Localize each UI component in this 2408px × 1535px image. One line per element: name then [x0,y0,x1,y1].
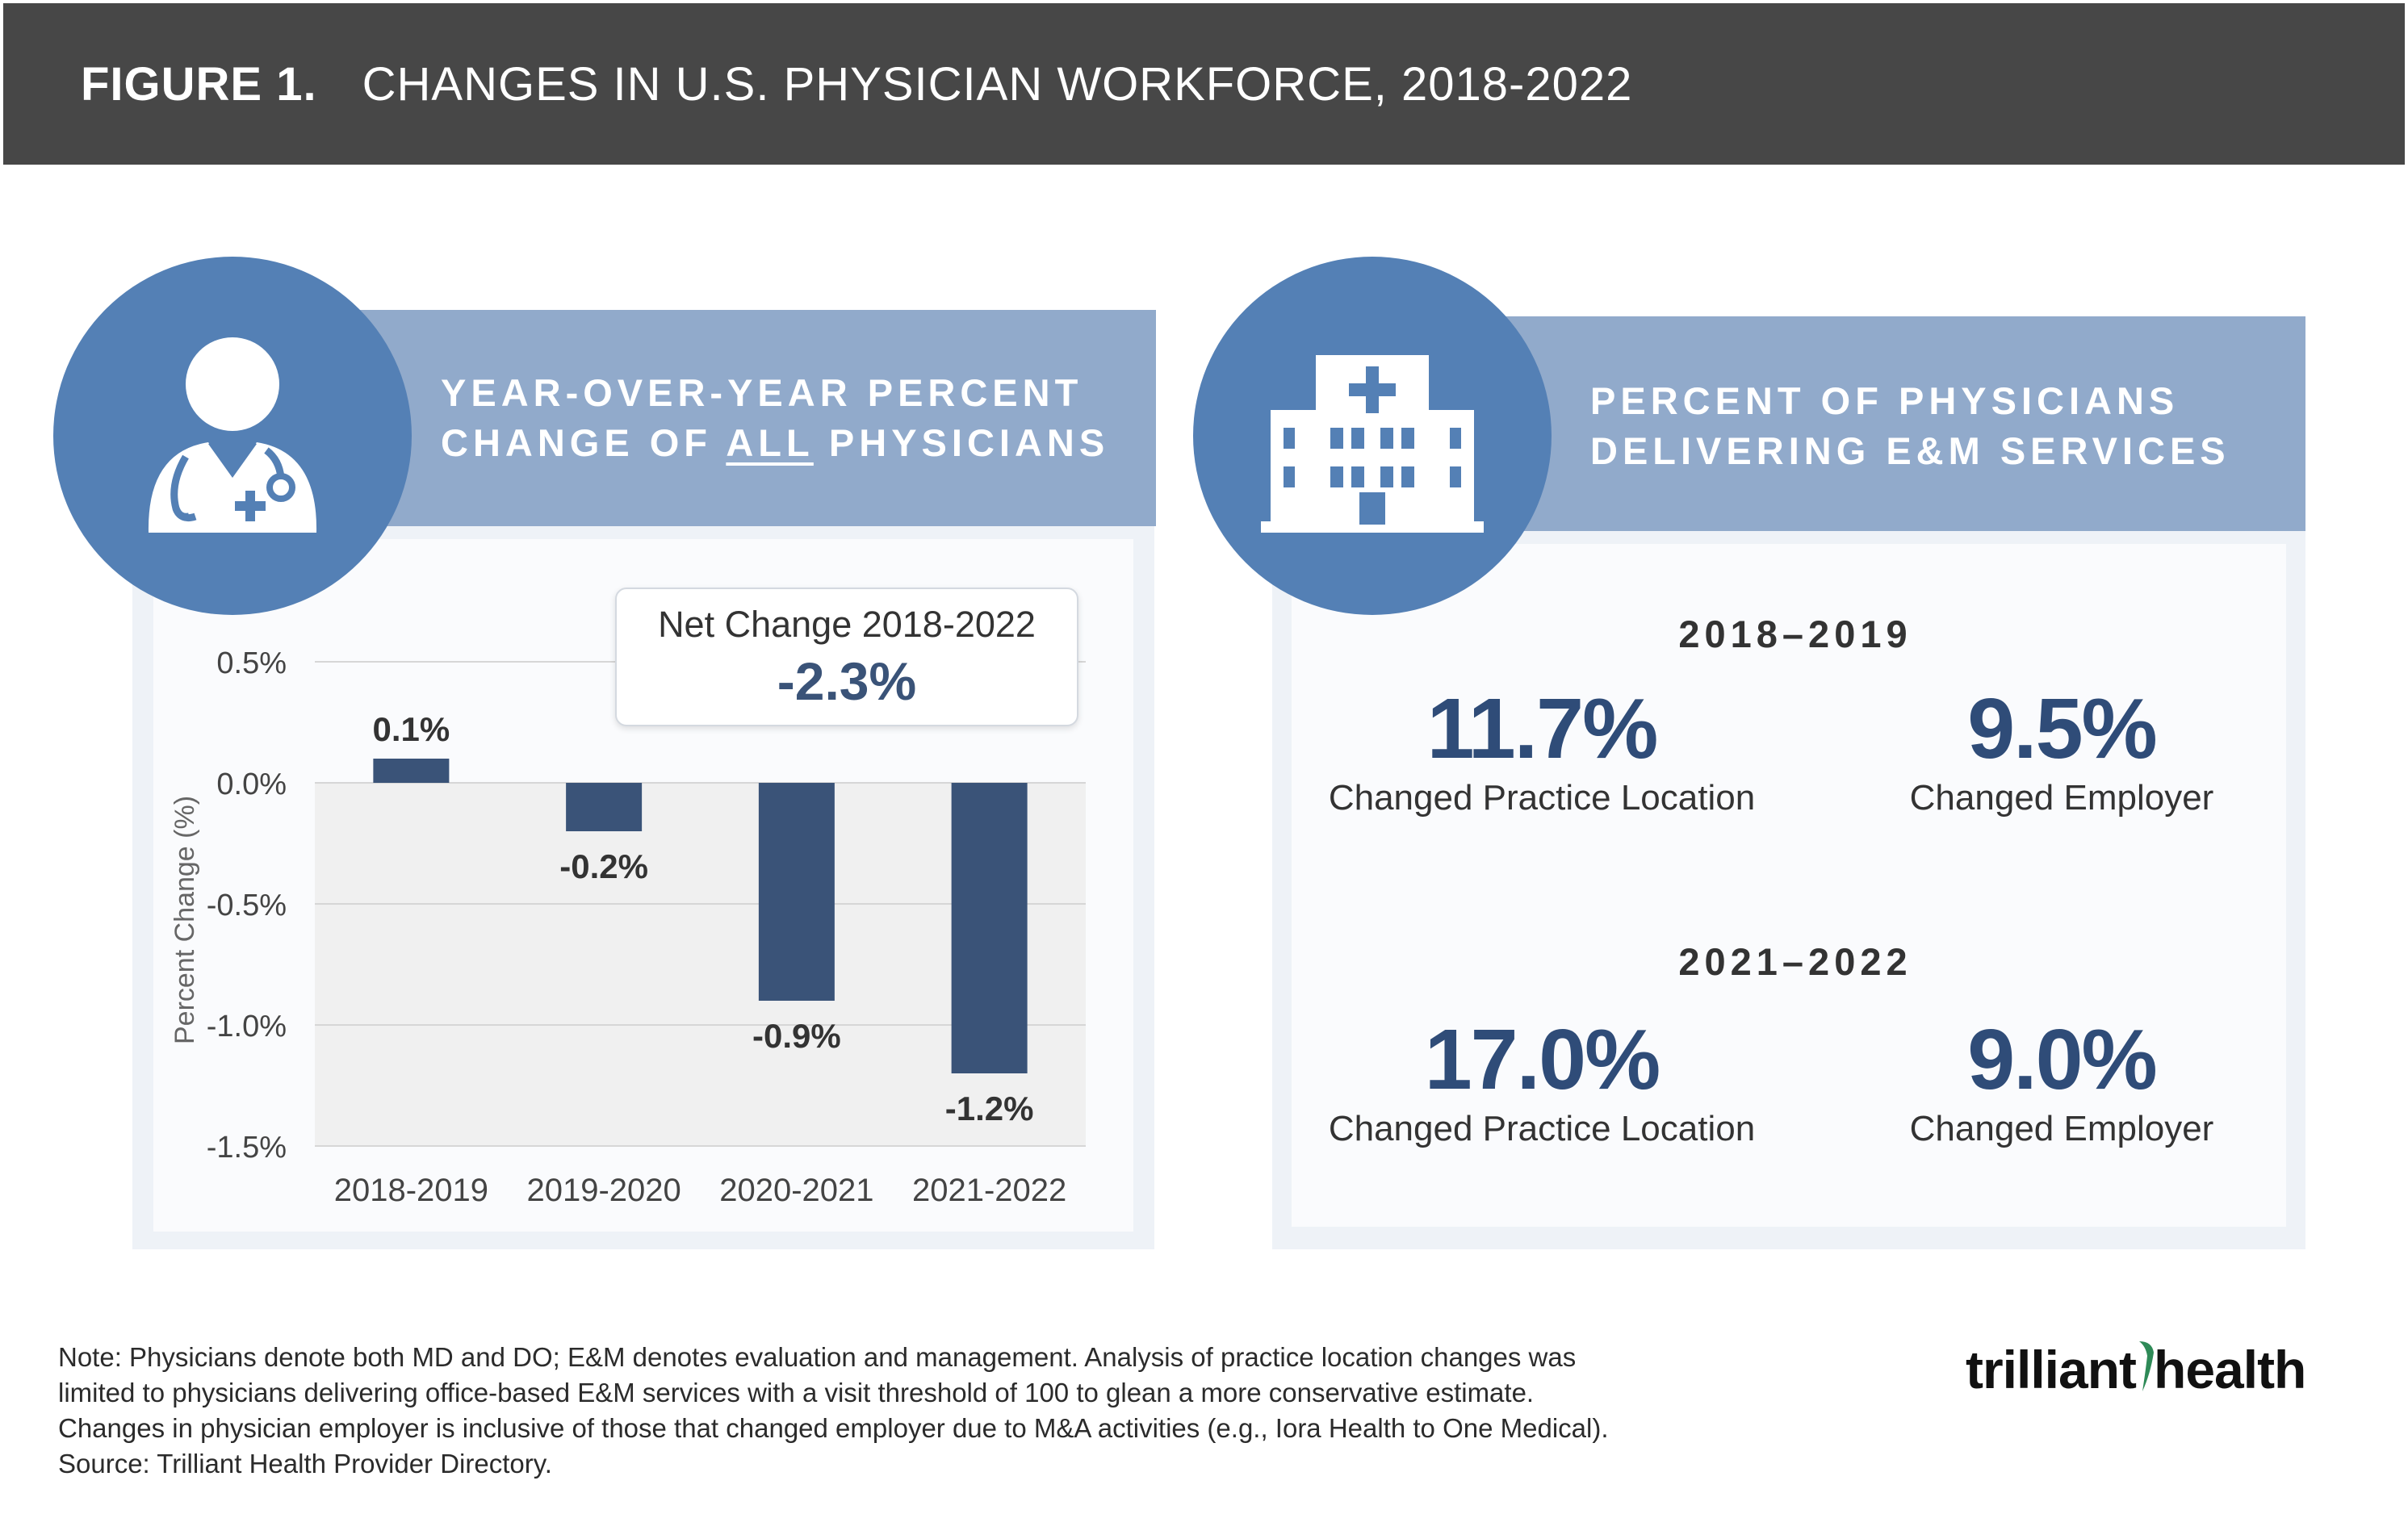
bar [566,783,643,831]
bar [373,759,450,783]
right-panel-title: PERCENT OF PHYSICIANS DELIVERING E&M SER… [1590,376,2230,476]
source-line: Source: Trilliant Health Provider Direct… [58,1449,552,1479]
bar-chart: 0.5% 0.0% -0.5% -1.0% -1.5% Percent Change (%… [170,646,1086,1208]
stat-caption: Changed Employer [1909,778,2214,818]
net-change-label: Net Change 2018-2022 [658,604,1036,645]
stat-value: 9.5% [1967,681,2158,776]
stat-2018-practice-location: 11.7% Changed Practice Location [1292,684,1792,818]
y-tick-label: -1.5% [207,1131,287,1165]
hospital-icon-circle [1193,257,1552,615]
bar [951,783,1028,1073]
figure-header: FIGURE 1. CHANGES IN U.S. PHYSICIAN WORK… [3,3,2405,165]
bar [758,783,835,1001]
stat-caption: Changed Practice Location [1328,778,1756,818]
net-change-box: Net Change 2018-2022 -2.3% [615,588,1078,726]
bar-data-label: -0.2% [559,847,648,885]
doctor-icon [148,337,317,533]
x-tick-label: 2021-2022 [912,1173,1066,1208]
left-panel-title-band [358,310,1156,526]
underlined-all: ALL [726,421,814,464]
bar-data-label: -1.2% [945,1090,1034,1127]
figure-label: FIGURE 1. [81,57,317,111]
left-panel-title: YEAR-OVER-YEAR PERCENT CHANGE OF ALL PHY… [441,368,1109,468]
footnote-line: Changes in physician employer is inclusi… [58,1413,1609,1443]
y-tick-label: -0.5% [207,889,287,922]
figure-title: CHANGES IN U.S. PHYSICIAN WORKFORCE, 201… [362,57,1633,111]
net-change-value: -2.3% [777,651,917,711]
right-title-line2: DELIVERING E&M SERVICES [1590,429,2230,472]
bar-data-label: 0.1% [373,710,450,748]
footnote: Note: Physicians denote both MD and DO; … [58,1340,1915,1482]
y-tick-label: 0.5% [216,646,287,680]
footnote-line: limited to physicians delivering office-… [58,1378,1535,1407]
stat-2021-employer: 9.0% Changed Employer [1811,1015,2312,1149]
left-title-line2: CHANGE OF ALL PHYSICIANS [441,421,1110,464]
logo-swoosh-icon [2139,1341,2155,1391]
y-tick-label: -1.0% [207,1010,287,1044]
period-label-1: 2018–2019 [1678,613,1912,655]
right-title-line1: PERCENT OF PHYSICIANS [1590,379,2180,422]
stat-2021-practice-location: 17.0% Changed Practice Location [1292,1015,1792,1149]
period-label-2: 2021–2022 [1678,940,1912,983]
left-title-line1: YEAR-OVER-YEAR PERCENT [441,371,1083,414]
footnote-line: Note: Physicians denote both MD and DO; … [58,1342,1577,1372]
trilliant-health-logo: trilliant health [1966,1340,2306,1399]
stat-value: 9.0% [1967,1012,2158,1107]
right-panel-inner [1292,544,2286,1227]
y-axis-label: Percent Change (%) [170,796,200,1044]
doctor-icon-circle [53,257,412,615]
bar-data-label: -0.9% [752,1017,841,1055]
hospital-icon [1261,355,1484,533]
stat-value: 11.7% [1426,681,1659,776]
x-tick-label: 2018-2019 [334,1173,488,1208]
x-tick-label: 2019-2020 [526,1173,681,1208]
stat-2018-employer: 9.5% Changed Employer [1811,684,2312,818]
x-tick-label: 2020-2021 [719,1173,873,1208]
right-panel-title-band [1505,316,2305,531]
stat-caption: Changed Employer [1909,1109,2214,1148]
stat-value: 17.0% [1424,1012,1661,1107]
stat-caption: Changed Practice Location [1328,1109,1756,1148]
y-tick-label: 0.0% [216,768,287,801]
